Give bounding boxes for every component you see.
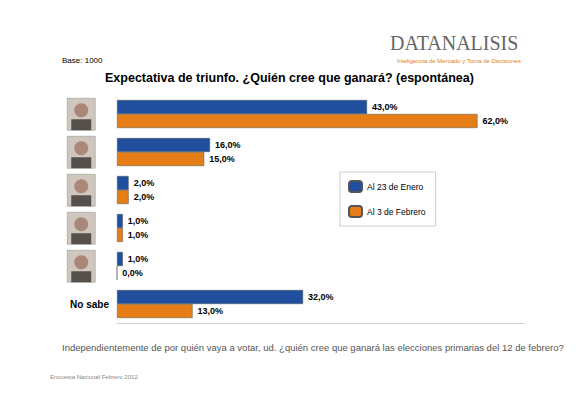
svg-text:16,0%: 16,0% xyxy=(215,140,241,150)
svg-text:Inteligencia de Mercado y Toma: Inteligencia de Mercado y Toma de Decisi… xyxy=(397,58,521,64)
svg-text:1,0%: 1,0% xyxy=(128,254,149,264)
svg-text:13,0%: 13,0% xyxy=(198,306,224,316)
svg-text:1,0%: 1,0% xyxy=(128,216,149,226)
svg-text:Encuesta Nacional Febrero 2012: Encuesta Nacional Febrero 2012 xyxy=(50,374,138,380)
svg-text:Independientemente de por quié: Independientemente de por quién vaya a v… xyxy=(62,342,564,353)
svg-text:2,0%: 2,0% xyxy=(134,192,155,202)
svg-text:Base: 1000: Base: 1000 xyxy=(62,56,103,65)
svg-text:0,0%: 0,0% xyxy=(122,268,143,278)
svg-text:No sabe: No sabe xyxy=(70,299,109,310)
svg-text:15,0%: 15,0% xyxy=(209,154,235,164)
svg-text:62,0%: 62,0% xyxy=(482,116,508,126)
svg-text:1,0%: 1,0% xyxy=(128,230,149,240)
svg-text:2,0%: 2,0% xyxy=(134,178,155,188)
svg-text:DATANALISIS: DATANALISIS xyxy=(390,32,518,54)
svg-text:Al 23 de Enero: Al 23 de Enero xyxy=(367,182,424,192)
svg-text:32,0%: 32,0% xyxy=(308,292,334,302)
svg-text:Al 3 de Febrero: Al 3 de Febrero xyxy=(367,207,426,217)
svg-text:43,0%: 43,0% xyxy=(372,102,398,112)
svg-text:Expectativa de triunfo. ¿Quién: Expectativa de triunfo. ¿Quién cree que … xyxy=(105,71,474,85)
